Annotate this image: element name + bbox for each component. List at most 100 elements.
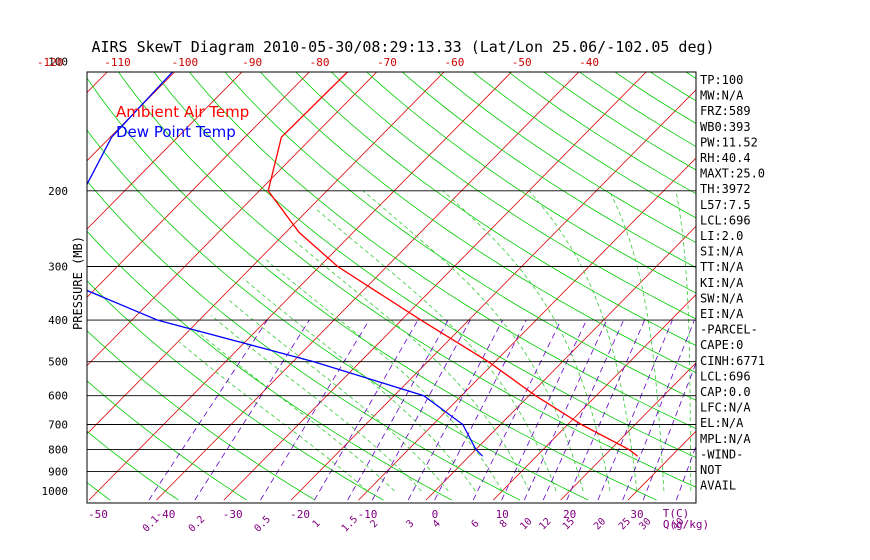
pressure-tick-label: 700 [48,419,68,432]
top-tick-label: -40 [579,56,599,69]
dry-adiabat-line [87,129,589,501]
dry-adiabat-line [809,62,870,501]
isotherm-line [560,362,696,501]
isotherm-line [87,72,378,367]
top-tick-label: -100 [172,56,199,69]
moist-adiabat-line [210,315,422,492]
plot-frame [86,71,697,504]
moist-adiabat-line [608,190,665,492]
dry-adiabat-line [472,72,696,219]
mixing-ratio-line [622,319,695,501]
mixing-ratio-tick-label: 6 [469,518,481,530]
mixing-ratio-line [566,319,645,501]
dry-adiabat-line [118,72,696,488]
moist-adiabat-line [229,300,449,492]
pressure-tick-label: 400 [48,314,68,327]
isotherm-line [358,157,696,501]
isotherm-line [763,52,870,500]
isotherm-line [223,72,647,501]
isotherm-line [87,72,310,298]
dry-adiabat-line [0,62,42,501]
mixing-ratio-line [371,319,471,501]
dry-adiabat-line [259,72,696,374]
legend: Ambient Air Temp Dew Point Temp [116,103,249,141]
mixing-ratio-line [148,319,268,501]
mixing-ratio-tick-label: 2 [369,518,381,530]
index-entry: LFC:N/A [700,401,751,415]
top-tick-label: -90 [242,56,262,69]
index-entry: MW:N/A [700,89,744,103]
mixing-ratio-line [347,319,449,501]
mixing-ratio-tick-label: 10 [518,516,534,532]
mixing-ratio-line [597,319,673,501]
dry-adiabat-line [437,72,696,243]
isotherm-line [88,72,513,501]
isotherm-line [87,72,445,435]
pressure-tick-label: 500 [48,356,68,369]
index-entry: -WIND- [700,447,743,461]
mixing-ratio-line [523,319,608,501]
pressure-tick-label: 800 [48,443,68,456]
moist-adiabat-line [528,190,638,492]
bottom-tick-label: 10 [496,508,509,521]
pressure-tick-label: 600 [48,390,68,403]
moist-adiabat-line [243,278,476,492]
pressure-tick-label: 200 [48,185,68,198]
top-tick-label: -80 [310,56,330,69]
isotherm-line [0,52,60,500]
moist-adiabat-line [293,239,530,492]
mixing-ratio-tick-label: 0.5 [252,514,273,535]
index-entry: WB0:393 [700,120,751,134]
index-entry: CAP:0.0 [700,385,751,399]
mixing-ratio-tick-label: 20 [592,516,608,532]
dry-adiabat-line [774,62,870,501]
dry-adiabat-line [366,72,696,294]
mixing-ratio-line [472,319,562,501]
dew-point-temp-line [87,72,484,457]
bottom-tick-label: 0 [432,508,439,521]
y-axis-label: PRESSURE (MB) [71,236,85,330]
dry-adiabat-line [507,72,696,195]
index-entry: MAXT:25.0 [700,167,765,181]
top-tick-label: -120 [37,56,64,69]
index-entry: CAPE:0 [700,338,743,352]
legend-entry-ambient: Ambient Air Temp [116,103,249,121]
moist-adiabat-line [266,259,503,492]
index-entry: LI:2.0 [700,229,743,243]
index-entry: -PARCEL- [700,323,758,337]
index-entry: SW:N/A [700,291,744,305]
mixing-ratio-line [501,319,587,501]
index-entry: TP:100 [700,73,743,87]
isotherm-line [156,72,580,501]
moist-adiabat-line [315,208,557,492]
dry-adiabat-line [224,72,696,401]
mixing-ratio-tick-label: 3 [404,518,416,530]
mixing-ratio-tick-label: 4 [431,518,443,530]
mixing-ratio-line [675,444,696,501]
index-entry: LCL:696 [700,369,751,383]
dry-adiabat-line [330,72,696,320]
index-entry: SI:N/A [700,245,744,259]
dry-adiabat-line [87,330,316,501]
bottom-tick-label: -20 [290,508,310,521]
bottom-tick-label: -10 [358,508,378,521]
pressure-tick-label: 100 [48,56,68,69]
dry-adiabat-line [401,72,696,269]
mixing-ratio-line [642,362,696,501]
mixing-ratio-line [260,319,370,501]
mixing-ratio-line [542,319,624,501]
isotherm-line [290,89,696,501]
mixing-ratio-line [314,319,419,501]
dry-adiabat-line [649,72,696,102]
index-entry: CINH:6771 [700,354,765,368]
dry-adiabat-line [739,62,870,501]
moist-adiabat-line [194,328,395,492]
index-entry: RH:40.4 [700,151,751,165]
bottom-tick-label: -30 [223,508,243,521]
top-tick-label: -110 [104,56,131,69]
moist-adiabat-line [675,190,692,492]
bottom-tick-label: -50 [88,508,108,521]
dry-adiabat-line [87,482,111,501]
dry-adiabat-line [153,72,696,459]
